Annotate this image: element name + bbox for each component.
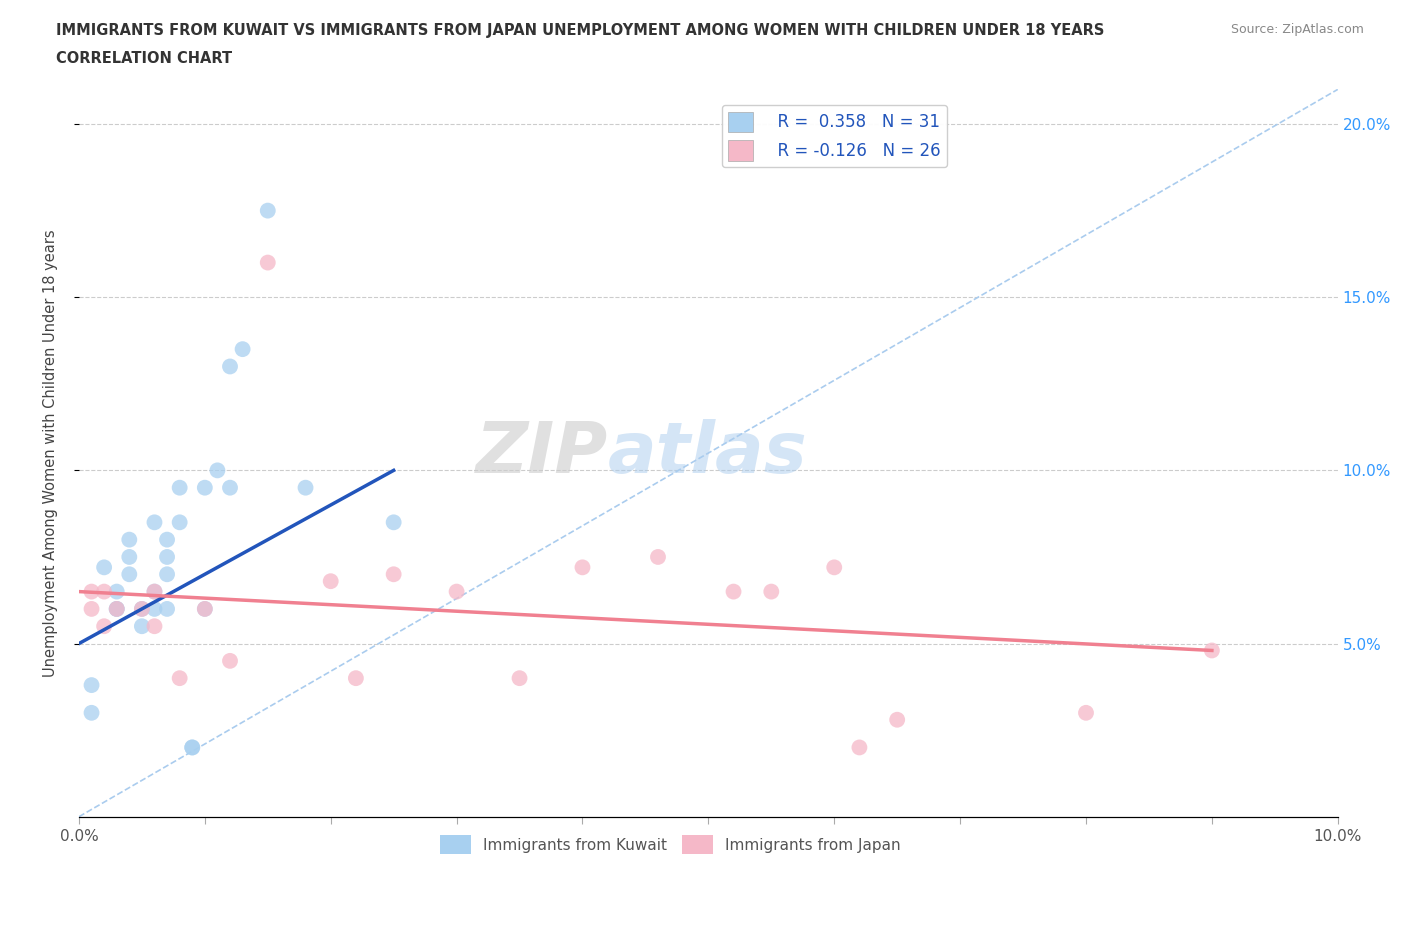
Point [509,671,531,685]
Point [294,480,316,495]
Point [105,584,128,599]
Point [93,584,115,599]
Point [80,584,103,599]
Point [1201,643,1223,658]
Point [647,550,669,565]
Point [93,618,115,633]
Text: Source: ZipAtlas.com: Source: ZipAtlas.com [1230,23,1364,36]
Point [131,602,153,617]
Point [256,203,278,218]
Point [194,480,217,495]
Point [131,618,153,633]
Text: atlas: atlas [607,418,807,487]
Point [181,740,204,755]
Text: CORRELATION CHART: CORRELATION CHART [56,51,232,66]
Text: ZIP: ZIP [475,418,607,487]
Point [93,560,115,575]
Point [156,602,179,617]
Point [143,584,166,599]
Point [143,584,166,599]
Point [169,480,191,495]
Legend: Immigrants from Kuwait, Immigrants from Japan: Immigrants from Kuwait, Immigrants from … [434,830,907,860]
Point [319,574,342,589]
Point [886,712,908,727]
Point [143,618,166,633]
Point [80,705,103,720]
Point [1074,705,1097,720]
Point [382,515,405,530]
Point [823,560,845,575]
Point [156,532,179,547]
Point [169,671,191,685]
Point [194,602,217,617]
Point [256,255,278,270]
Point [382,566,405,581]
Point [156,550,179,565]
Point [118,532,141,547]
Point [207,463,229,478]
Point [219,480,242,495]
Point [723,584,745,599]
Point [143,602,166,617]
Point [131,602,153,617]
Point [219,359,242,374]
Point [571,560,593,575]
Point [156,566,179,581]
Point [118,566,141,581]
Point [194,602,217,617]
Point [105,602,128,617]
Point [219,654,242,669]
Point [446,584,468,599]
Point [80,678,103,693]
Point [105,602,128,617]
Point [143,515,166,530]
Point [344,671,367,685]
Point [118,550,141,565]
Point [848,740,870,755]
Point [181,740,204,755]
Point [169,515,191,530]
Point [80,602,103,617]
Point [761,584,783,599]
Point [232,341,254,356]
Text: IMMIGRANTS FROM KUWAIT VS IMMIGRANTS FROM JAPAN UNEMPLOYMENT AMONG WOMEN WITH CH: IMMIGRANTS FROM KUWAIT VS IMMIGRANTS FRO… [56,23,1105,38]
Y-axis label: Unemployment Among Women with Children Under 18 years: Unemployment Among Women with Children U… [44,229,58,677]
Point [105,602,128,617]
